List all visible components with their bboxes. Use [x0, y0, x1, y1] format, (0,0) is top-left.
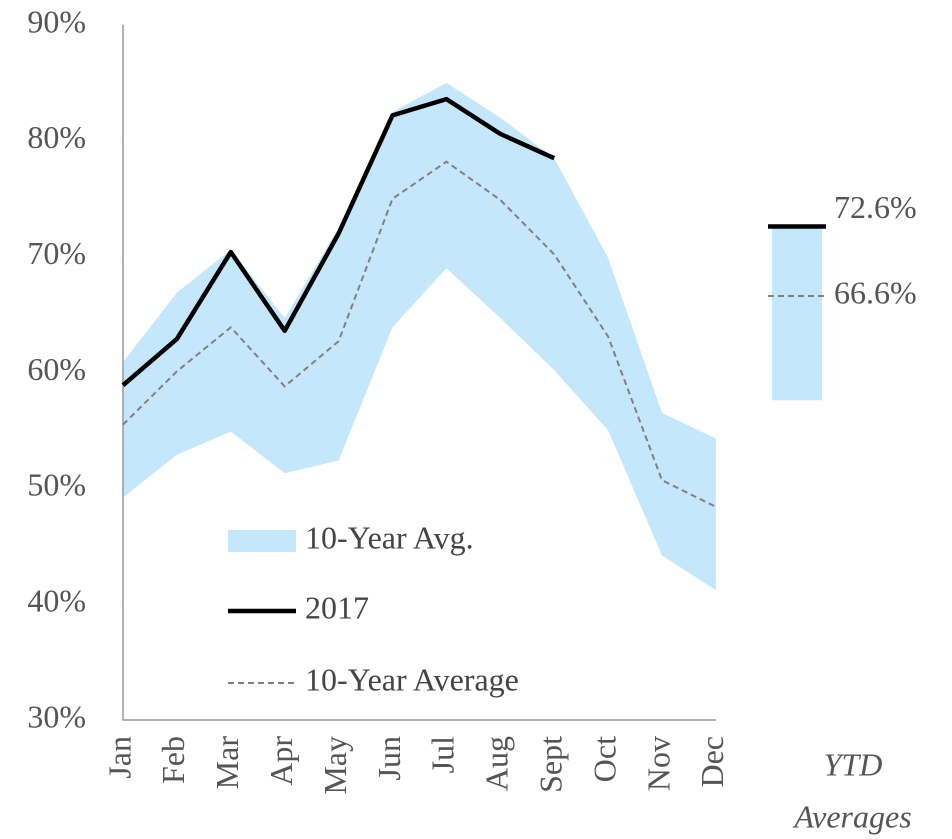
ytd-label: YTD: [824, 746, 883, 782]
y-tick-label: 70%: [27, 235, 86, 271]
series-line: [121, 96, 556, 387]
x-tick-label: Oct: [586, 736, 622, 782]
x-tick-label: May: [317, 736, 353, 795]
x-tick-label: Jul: [425, 736, 461, 773]
x-tick-label: Aug: [479, 736, 515, 791]
legend-label: 10-Year Avg.: [305, 519, 474, 555]
legend-label: 2017: [305, 589, 369, 625]
legend-label: 10-Year Average: [305, 661, 519, 697]
y-tick-label: 60%: [27, 351, 86, 387]
x-tick-label: Nov: [640, 736, 676, 791]
y-tick-label: 90%: [27, 3, 86, 39]
x-tick-label: Dec: [694, 736, 730, 788]
y-tick-label: 40%: [27, 583, 86, 619]
series-line: [122, 160, 717, 508]
x-tick-label: Apr: [263, 736, 299, 786]
y-tick-label: 50%: [27, 467, 86, 503]
legend-swatch: [228, 530, 296, 552]
x-tick-label: Feb: [155, 736, 191, 784]
y-tick-label: 80%: [27, 119, 86, 155]
ytd-label: Averages: [792, 798, 911, 834]
ytd-value-label: 72.6%: [834, 189, 917, 225]
x-tick-label: Jan: [101, 736, 137, 779]
x-tick-label: Sept: [533, 736, 569, 793]
ytd-band: [772, 226, 822, 401]
y-tick-label: 30%: [27, 698, 86, 734]
x-tick-label: Jun: [371, 736, 407, 780]
x-tick-label: Mar: [209, 736, 245, 790]
ytd-value-label: 66.6%: [834, 274, 917, 310]
band-area: [123, 82, 716, 591]
